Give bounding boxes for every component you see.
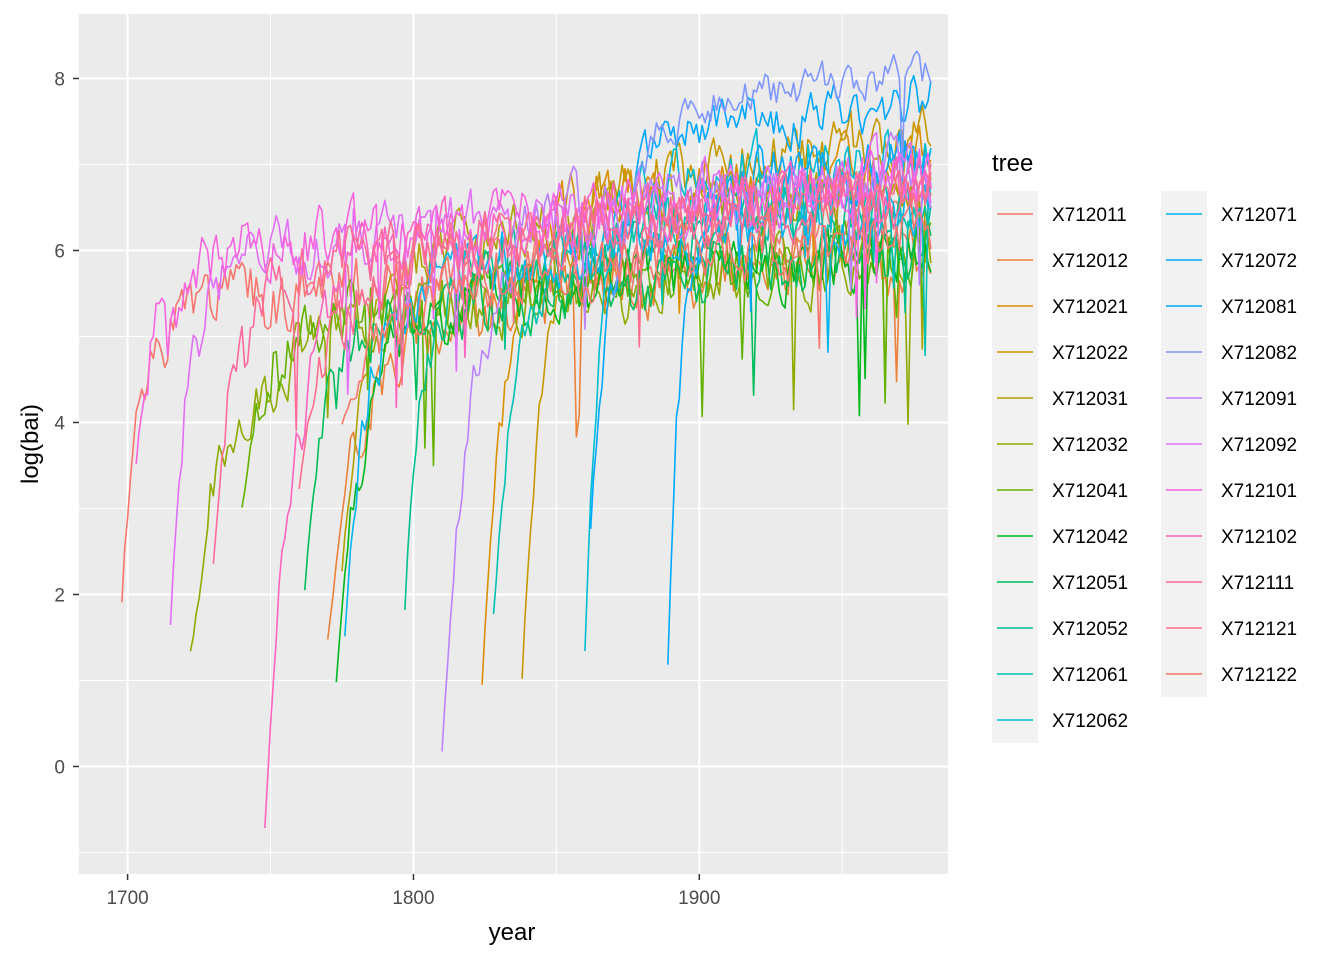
series-line-X712122 — [341, 194, 932, 425]
y-tick-label: 0 — [54, 758, 65, 779]
series-line-X712011 — [121, 192, 932, 603]
legend-label-X712031: X712031 — [1052, 389, 1128, 410]
grid-lines — [79, 14, 948, 874]
legend: tree X712011 X712012 X712021 X712022 X712031… — [992, 150, 1297, 743]
y-tick-label: 2 — [54, 586, 65, 607]
series-line-X712121 — [298, 163, 932, 489]
legend-label-X712092: X712092 — [1221, 435, 1297, 456]
legend-label-X712051: X712051 — [1052, 573, 1128, 594]
legend-label-X712081: X712081 — [1221, 297, 1297, 318]
legend-label-X712062: X712062 — [1052, 711, 1128, 732]
plot-panel — [79, 14, 948, 874]
series-line-X712022 — [521, 104, 932, 679]
series-line-X712101 — [135, 149, 932, 465]
legend-label-X712082: X712082 — [1221, 343, 1297, 364]
legend-label-X712072: X712072 — [1221, 251, 1297, 272]
x-tick-label: 1900 — [678, 888, 720, 909]
legend-label-X712032: X712032 — [1052, 435, 1128, 456]
legend-label-X712101: X712101 — [1221, 481, 1297, 502]
series-line-X712032 — [189, 222, 932, 652]
legend-label-X712042: X712042 — [1052, 527, 1128, 548]
legend-label-X712061: X712061 — [1052, 665, 1128, 686]
series-line-X712091 — [441, 131, 932, 752]
legend-label-X712041: X712041 — [1052, 481, 1128, 502]
x-axis-title: year — [489, 919, 536, 946]
series-line-X712082 — [612, 50, 932, 298]
x-tick-label: 1800 — [392, 888, 434, 909]
legend-label-X712111: X712111 — [1221, 573, 1294, 594]
series-line-X712081 — [589, 74, 932, 529]
legend-label-X712022: X712022 — [1052, 343, 1128, 364]
legend-label-X712091: X712091 — [1221, 389, 1297, 410]
y-tick-label: 4 — [54, 414, 65, 435]
legend-label-X712121: X712121 — [1221, 619, 1297, 640]
legend-label-X712011: X712011 — [1052, 205, 1127, 226]
legend-label-X712122: X712122 — [1221, 665, 1297, 686]
x-tick-label: 1700 — [106, 888, 148, 909]
series-lines — [121, 50, 932, 828]
legend-label-X712071: X712071 — [1221, 205, 1297, 226]
axes: 1700 1800 1900 0 2 4 6 8 — [54, 70, 720, 910]
y-tick-label: 8 — [54, 70, 65, 91]
y-axis-title: log(bai) — [17, 404, 44, 484]
y-tick-label: 6 — [54, 242, 65, 263]
legend-label-X712012: X712012 — [1052, 251, 1128, 272]
series-line-X712092 — [169, 131, 932, 625]
legend-label-X712052: X712052 — [1052, 619, 1128, 640]
legend-title: tree — [992, 150, 1033, 177]
legend-label-X712021: X712021 — [1052, 297, 1128, 318]
legend-label-X712102: X712102 — [1221, 527, 1297, 548]
